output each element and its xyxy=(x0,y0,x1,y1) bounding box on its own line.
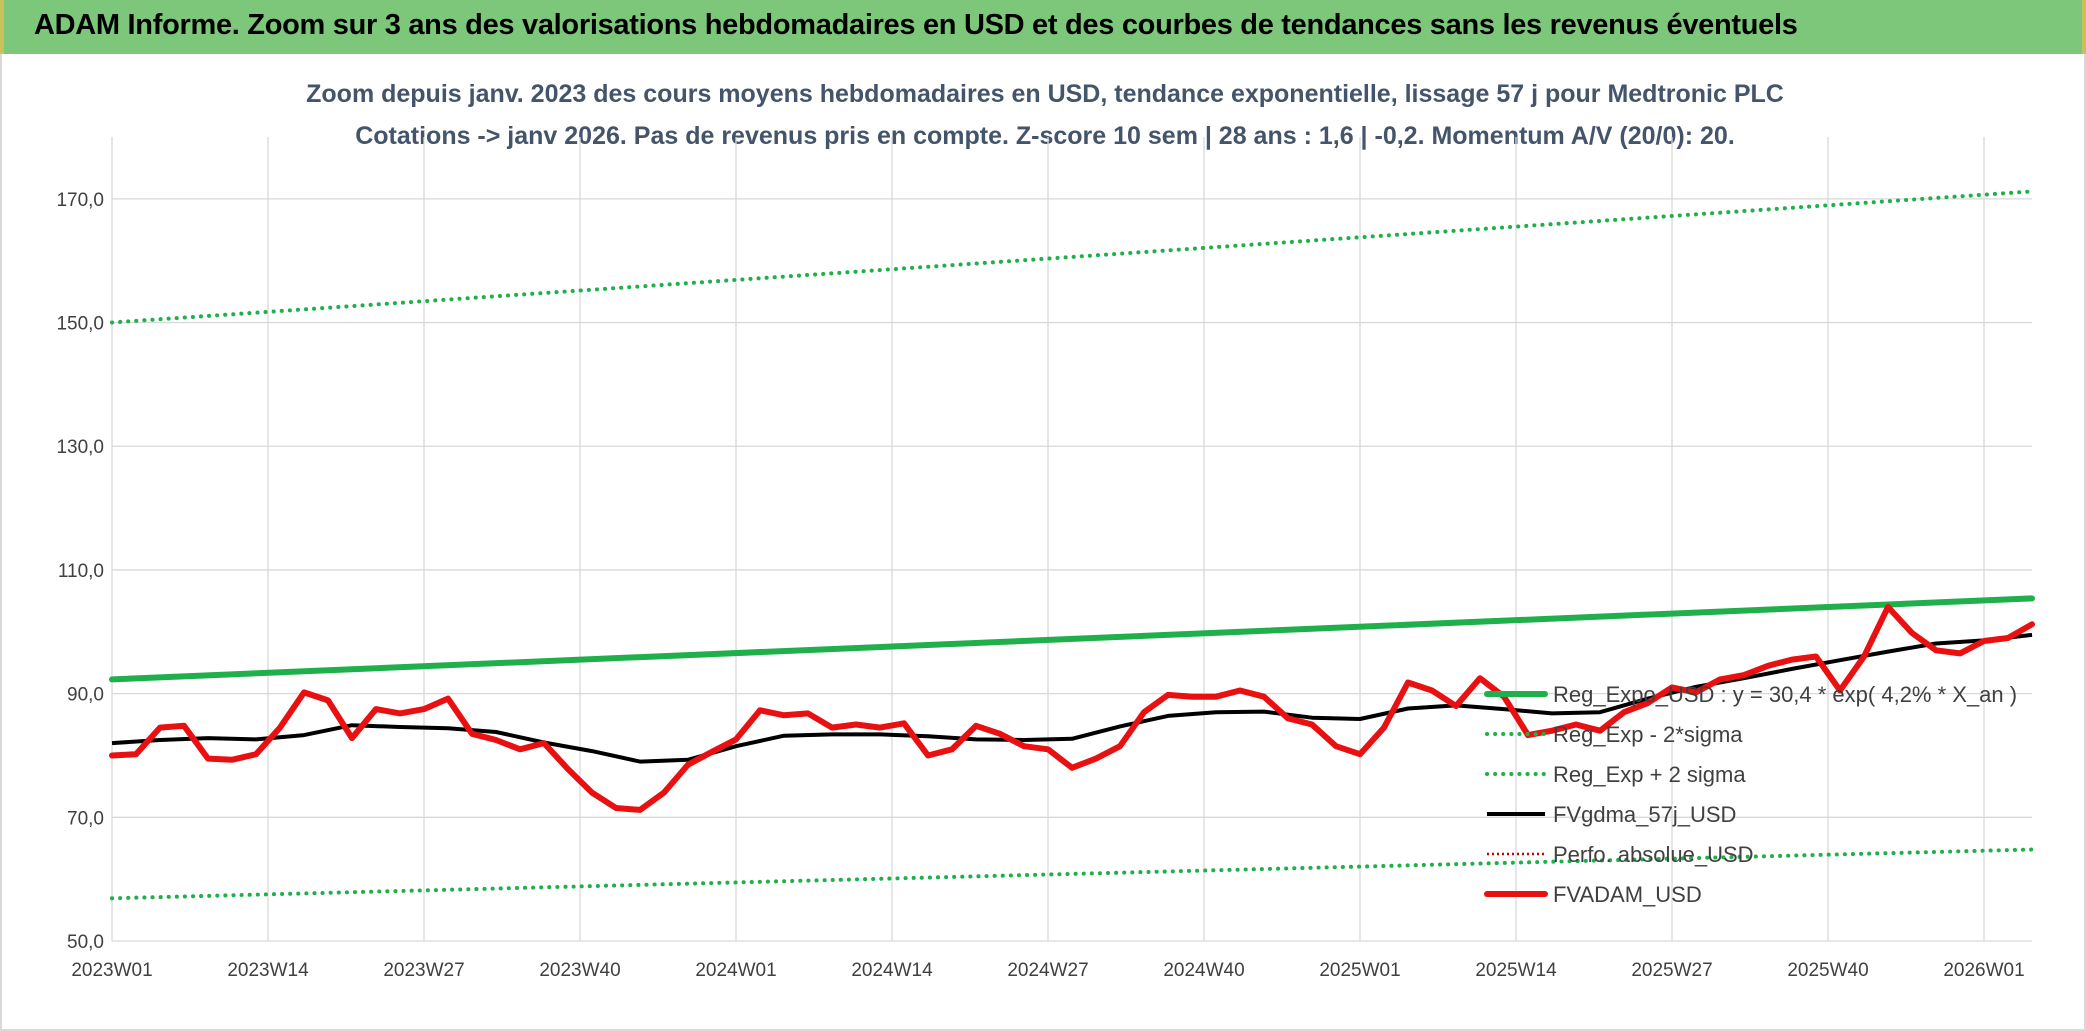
series-line-5 xyxy=(109,604,2035,813)
x-tick-label: 2025W14 xyxy=(1475,960,1557,981)
y-tick-label: 110,0 xyxy=(58,561,104,582)
x-tick-label: 2023W40 xyxy=(539,960,620,981)
x-tick-label: 2024W14 xyxy=(851,960,933,981)
legend-label-0: Reg_Expo_USD : y = 30,4 * exp( 4,2% * X_… xyxy=(1553,682,2017,707)
y-tick-label: 90,0 xyxy=(67,685,104,706)
x-axis: 2023W01 2023W14 2023W27 2023W40 2024W01 2024W… xyxy=(71,960,2024,981)
grid xyxy=(111,137,2032,942)
chart-frame: Zoom depuis janv. 2023 des cours moyens … xyxy=(0,54,2086,1031)
x-tick-label: 2025W40 xyxy=(1787,960,1868,981)
y-axis: 50,0 70,0 90,0 110,0 130,0 150,0 170,0 xyxy=(56,190,104,953)
x-tick-label: 2024W40 xyxy=(1163,960,1244,981)
report-banner: ADAM Informe. Zoom sur 3 ans des valoris… xyxy=(0,0,2086,54)
y-tick-label: 50,0 xyxy=(67,932,104,953)
x-tick-label: 2023W14 xyxy=(227,960,309,981)
chart: Zoom depuis janv. 2023 des cours moyens … xyxy=(56,80,2035,981)
x-tick-label: 2024W01 xyxy=(695,960,776,981)
legend-label-3: FVgdma_57j_USD xyxy=(1553,802,1736,827)
x-tick-label: 2023W01 xyxy=(71,960,152,981)
y-tick-label: 130,0 xyxy=(56,437,104,458)
x-tick-label: 2025W27 xyxy=(1631,960,1712,981)
legend-label-2: Reg_Exp + 2 sigma xyxy=(1553,762,1746,787)
series-line-0 xyxy=(109,595,2035,683)
x-tick-label: 2025W01 xyxy=(1319,960,1400,981)
plot-area xyxy=(109,189,2035,901)
series-line-2 xyxy=(110,189,2034,325)
x-tick-label: 2024W27 xyxy=(1007,960,1088,981)
y-tick-label: 70,0 xyxy=(67,808,104,829)
x-tick-label: 2026W01 xyxy=(1943,960,2024,981)
legend-label-4: Perfo. absolue_USD xyxy=(1553,842,1754,867)
y-tick-label: 170,0 xyxy=(56,190,104,211)
report-title: ADAM Informe. Zoom sur 3 ans des valoris… xyxy=(34,9,1798,41)
chart-title-line1: Zoom depuis janv. 2023 des cours moyens … xyxy=(306,80,1784,108)
legend-label-5: FVADAM_USD xyxy=(1553,882,1702,907)
x-tick-label: 2023W27 xyxy=(383,960,464,981)
y-tick-label: 150,0 xyxy=(56,314,104,335)
legend: Reg_Expo_USD : y = 30,4 * exp( 4,2% * X_… xyxy=(1484,682,2017,907)
legend-label-1: Reg_Exp - 2*sigma xyxy=(1553,722,1743,747)
chart-title-line2: Cotations -> janv 2026. Pas de revenus p… xyxy=(355,122,1735,150)
